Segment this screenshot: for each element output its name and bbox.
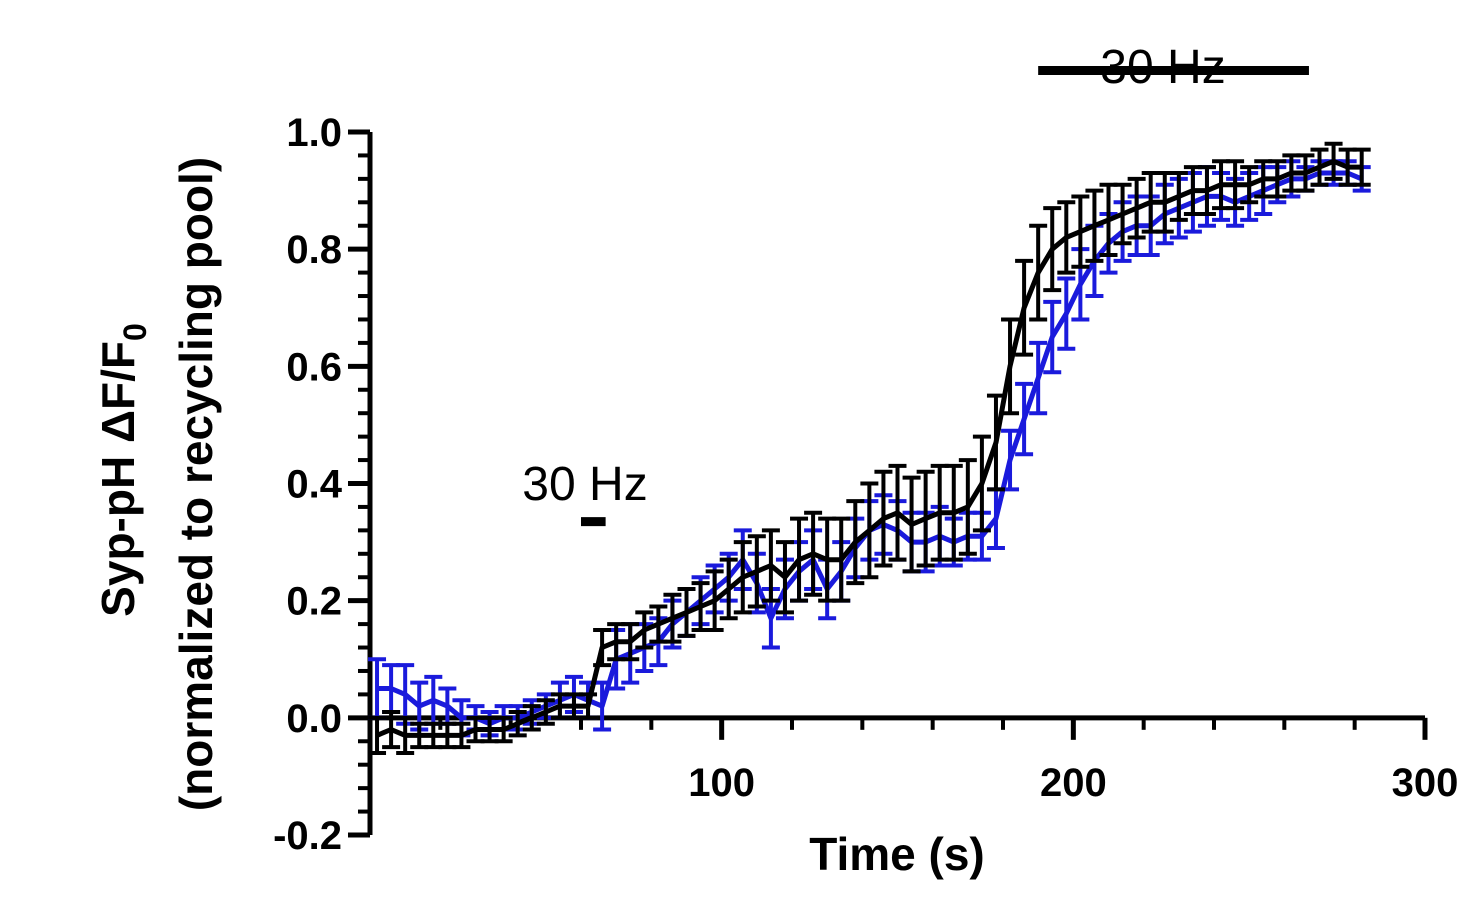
y-tick-label: 1.0 — [286, 111, 342, 155]
y-tick-label: 0.6 — [286, 345, 342, 389]
axes: -0.2 0.0 0.2 0.4 0.6 0.8 1.0 100 200 300 — [273, 111, 1458, 858]
series-1 — [368, 159, 1371, 738]
axis-titles: Time (s) Syp-pH ΔF/F0 (normalized to rec… — [92, 157, 985, 880]
annotation-label-1: 30 Hz — [522, 458, 647, 511]
y-tick-label: 0.8 — [286, 228, 342, 272]
series-layer — [368, 141, 1371, 755]
y-tick-label: 0.0 — [286, 697, 342, 741]
series-line — [376, 158, 1362, 738]
y-axis-title-subscript: 0 — [117, 323, 153, 341]
y-axis-title-main: Syp-pH ΔF/F — [92, 341, 144, 617]
x-tick-label: 200 — [1040, 761, 1107, 805]
y-tick-label: -0.2 — [273, 814, 342, 858]
annotations: 30 Hz 30 Hz — [522, 41, 1309, 527]
y-tick-label: 0.4 — [286, 463, 342, 507]
series-line — [377, 170, 1363, 727]
x-axis-title: Time (s) — [809, 828, 985, 880]
series-2 — [368, 141, 1371, 755]
y-axis-title-line1: Syp-pH ΔF/F0 — [92, 323, 153, 617]
y-axis-title-line2: (normalized to recycling pool) — [170, 157, 222, 811]
x-tick-label: 100 — [688, 761, 755, 805]
y-tick-label: 0.2 — [286, 580, 342, 624]
x-tick-label: 300 — [1392, 761, 1459, 805]
